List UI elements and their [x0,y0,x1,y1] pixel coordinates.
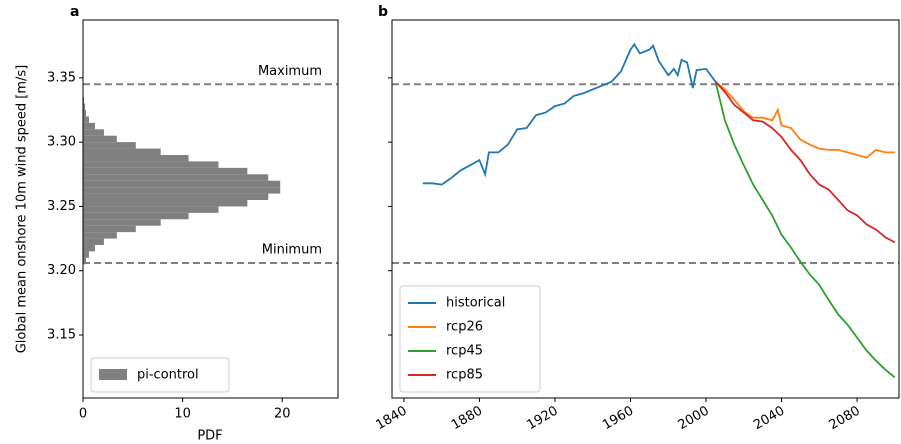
x-tick-label: 1920 [525,404,561,434]
histogram-bar [83,225,136,233]
plot-frame [82,19,339,399]
histogram-bar [83,155,189,162]
histogram-bar [83,232,117,239]
y-tick-label: 3.25 [47,199,76,214]
legend-label: historical [446,296,505,311]
y-axis-label: Global mean onshore 10m wind speed [m/s] [15,65,30,354]
y-tick-label: 3.20 [47,263,76,278]
reference-label: Maximum [258,64,322,79]
y-tick-label: 3.30 [47,135,76,150]
x-axis-label: PDF [197,429,222,444]
x-tick-label: 2040 [751,404,787,434]
plot-frame [391,19,900,399]
legend-box [90,357,230,393]
x-tick-label: 20 [274,407,291,422]
line-series [714,81,896,244]
y-tick-label: 3.35 [47,70,76,85]
x-tick-label: 10 [174,407,191,422]
y-tick-label: 3.15 [47,328,76,343]
histogram-bar [83,206,219,213]
panel-title: a [70,4,79,20]
panel-title: b [378,4,388,20]
line-series [714,81,896,379]
histogram-bar [83,167,248,175]
x-tick-label: 2080 [827,404,863,434]
histogram-bar [83,257,86,265]
histogram-bar [83,135,117,143]
histogram-bar [83,161,219,168]
histogram-bar [83,174,269,181]
histogram-bar [83,212,189,220]
x-tick-label: 2000 [676,404,712,434]
histogram-bar [83,142,136,149]
x-tick-label: 0 [79,407,87,422]
reference-label: Minimum [262,243,322,258]
histogram-bar [83,187,281,194]
histogram-bar [83,129,104,136]
x-tick-label: 1960 [600,404,636,434]
histogram-bar [83,116,89,123]
histogram-bar [83,110,86,117]
line-series [422,42,717,186]
legend-label: pi-control [137,368,199,383]
legend-label: rcp85 [446,368,483,383]
line-series [714,81,895,159]
x-tick-label: 1880 [449,404,485,434]
x-tick-label: 1840 [373,404,409,434]
histogram-bar [83,251,89,258]
legend-box [399,285,541,393]
histogram-bar [83,193,269,200]
histogram-bar [83,103,85,110]
histogram-bar [83,219,161,226]
legend-label: rcp45 [446,344,483,359]
legend-label: rcp26 [446,320,483,335]
legend-swatch [99,369,127,380]
histogram-bar [83,180,281,188]
histogram-bar [83,148,161,155]
histogram-bar [83,238,104,245]
histogram-bar [83,122,95,130]
histogram-bar [83,245,95,252]
histogram-bar [83,200,248,207]
